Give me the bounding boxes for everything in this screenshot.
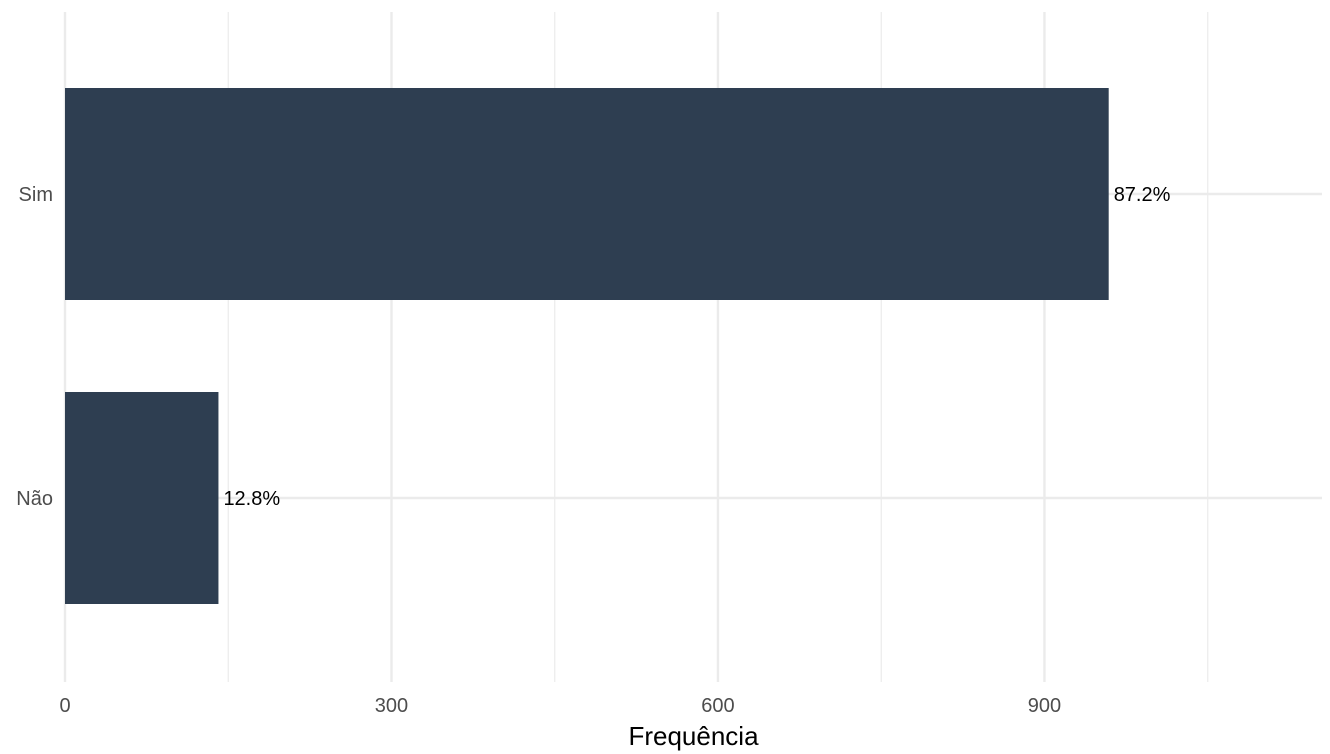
y-axis-tick-labels: Sim Não: [16, 184, 53, 510]
x-tick-label: 300: [375, 695, 408, 717]
y-tick-label: Não: [16, 488, 53, 510]
x-tick-label: 0: [59, 695, 70, 717]
data-label: 12.8%: [223, 488, 280, 510]
bars: [65, 88, 1109, 604]
x-axis-title: Frequência: [628, 721, 759, 751]
bar-sim: [65, 88, 1109, 300]
bar-não: [65, 392, 219, 604]
x-axis-tick-labels: 0 300 600 900: [59, 695, 1061, 717]
data-labels: 87.2% 12.8%: [223, 184, 1170, 510]
y-tick-label: Sim: [19, 184, 53, 206]
data-label: 87.2%: [1114, 184, 1171, 206]
x-tick-label: 600: [701, 695, 734, 717]
x-tick-label: 900: [1028, 695, 1061, 717]
